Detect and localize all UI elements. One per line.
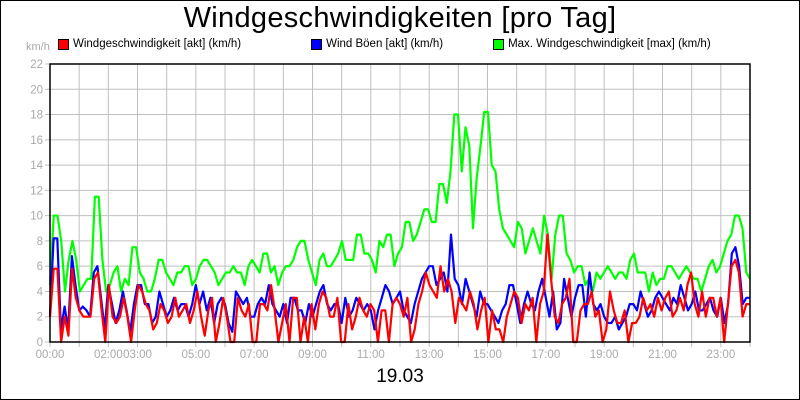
legend-label: Wind Böen [akt] (km/h): [326, 38, 444, 50]
x-tick-label: 00:00: [36, 349, 65, 361]
chart-title: Windgeschwindigkeiten [pro Tag]: [183, 2, 617, 34]
legend-item-wind-speed: Windgeschwindigkeit [akt] (km/h): [58, 38, 241, 50]
x-tick-label: 07:00: [240, 349, 269, 361]
y-tick-label: 10: [30, 211, 43, 223]
x-tick-label: 02:00: [94, 349, 123, 361]
x-tick-label: 15:00: [473, 349, 502, 361]
x-tick-label: 19:00: [590, 349, 619, 361]
y-tick-label: 16: [30, 135, 43, 147]
y-tick-label: 12: [30, 185, 43, 197]
x-tick-label: 09:00: [298, 349, 327, 361]
series-line: [48, 233, 750, 344]
x-tick-label: 11:00: [357, 349, 385, 361]
legend-item-max-speed: Max. Windgeschwindigkeit [max] (km/h): [493, 38, 711, 50]
x-tick-label: 13:00: [415, 349, 444, 361]
x-tick-label: 23:00: [706, 349, 735, 361]
series-line: [48, 110, 751, 293]
x-tick-label: 05:00: [181, 349, 210, 361]
y-tick-label: 6: [37, 261, 43, 273]
x-tick-label: 17:00: [531, 349, 560, 361]
x-tick-label: 03:00: [123, 349, 152, 361]
legend: Windgeschwindigkeit [akt] (km/h) Wind Bö…: [58, 38, 733, 50]
y-axis-unit: km/h: [26, 41, 50, 53]
y-tick-label: 0: [37, 337, 43, 349]
date-label: 19.03: [376, 366, 424, 387]
y-tick-label: 4: [37, 286, 44, 298]
y-tick-label: 18: [30, 110, 43, 122]
legend-item-gusts: Wind Böen [akt] (km/h): [311, 38, 443, 50]
plot-border: [49, 63, 751, 343]
y-tick-label: 2: [37, 312, 43, 324]
legend-label: Max. Windgeschwindigkeit [max] (km/h): [508, 38, 711, 50]
legend-label: Windgeschwindigkeit [akt] (km/h): [73, 38, 242, 50]
y-tick-label: 8: [37, 236, 43, 248]
x-tick-label: 21:00: [648, 349, 677, 361]
legend-swatch-green-icon: [493, 38, 505, 50]
y-tick-label: 22: [30, 59, 43, 71]
y-tick-label: 14: [30, 160, 43, 172]
y-tick-label: 20: [30, 84, 43, 96]
legend-swatch-blue-icon: [311, 38, 323, 50]
legend-swatch-red-icon: [58, 38, 69, 50]
